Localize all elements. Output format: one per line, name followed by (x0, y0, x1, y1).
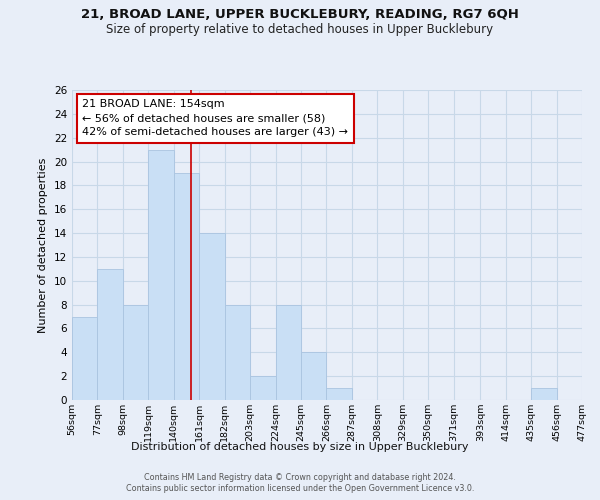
Bar (224, 304, 250, 400)
Y-axis label: Number of detached properties: Number of detached properties (38, 158, 49, 332)
Bar (275, 304, 301, 400)
Bar (531, 388, 557, 400)
Text: Contains public sector information licensed under the Open Government Licence v3: Contains public sector information licen… (126, 484, 474, 493)
Bar (301, 352, 326, 400)
Text: 21, BROAD LANE, UPPER BUCKLEBURY, READING, RG7 6QH: 21, BROAD LANE, UPPER BUCKLEBURY, READIN… (81, 8, 519, 20)
Bar (123, 304, 148, 400)
Bar (326, 388, 352, 400)
Text: Contains HM Land Registry data © Crown copyright and database right 2024.: Contains HM Land Registry data © Crown c… (144, 472, 456, 482)
Text: Size of property relative to detached houses in Upper Bucklebury: Size of property relative to detached ho… (106, 22, 494, 36)
Bar (174, 174, 199, 400)
Bar (97, 269, 123, 400)
Bar (250, 376, 275, 400)
Bar (148, 150, 174, 400)
Text: 21 BROAD LANE: 154sqm
← 56% of detached houses are smaller (58)
42% of semi-deta: 21 BROAD LANE: 154sqm ← 56% of detached … (82, 100, 348, 138)
Bar (72, 316, 97, 400)
Text: Distribution of detached houses by size in Upper Bucklebury: Distribution of detached houses by size … (131, 442, 469, 452)
Bar (199, 233, 224, 400)
